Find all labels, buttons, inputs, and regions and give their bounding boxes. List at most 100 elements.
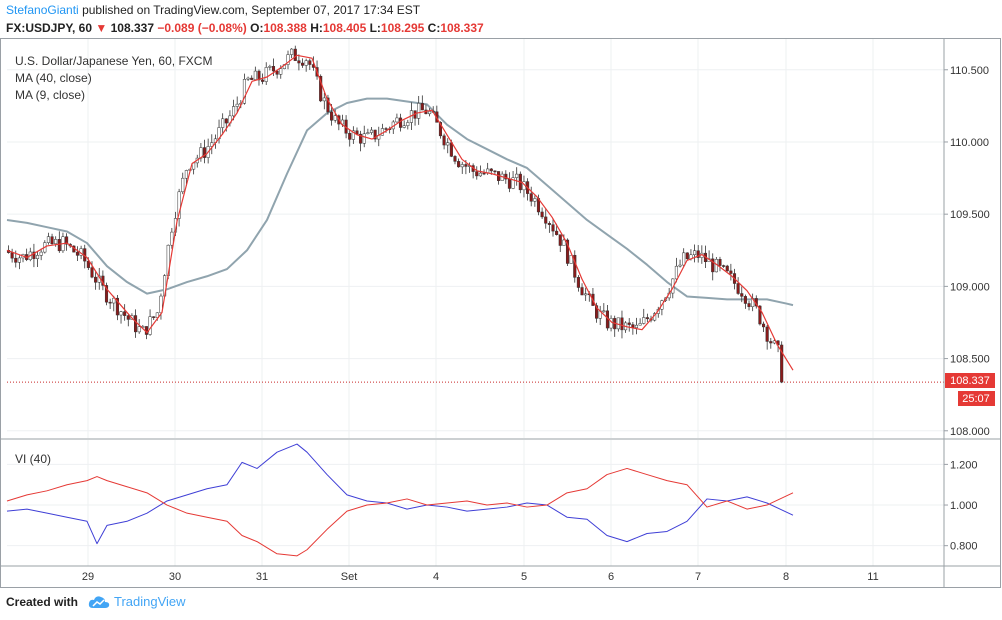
time-tick-label: 29	[82, 571, 94, 583]
candle-body	[366, 132, 370, 134]
candle-body	[627, 322, 631, 325]
candle-body	[94, 276, 98, 283]
candle-body	[696, 250, 700, 258]
candle-body	[475, 171, 479, 177]
candle-body	[54, 239, 58, 244]
candle-body	[482, 172, 486, 175]
candle-body	[645, 317, 649, 320]
candle-body	[115, 297, 119, 316]
price-tick-label: 110.000	[950, 137, 989, 149]
candle-body	[718, 259, 722, 266]
candle-body	[602, 310, 606, 313]
candle-body	[46, 236, 50, 243]
candle-body	[507, 178, 511, 189]
candle-body	[780, 344, 784, 383]
price-tick-label: 110.500	[950, 65, 989, 77]
candle-body	[152, 316, 156, 318]
candle-body	[478, 172, 482, 177]
down-triangle-icon: ▼	[95, 21, 108, 35]
legend-instrument: U.S. Dollar/Japanese Yen, 60, FXCM	[15, 54, 213, 68]
candle-body	[261, 79, 265, 82]
open-label: O:	[250, 21, 264, 35]
candle-body	[108, 301, 112, 304]
close-label: C:	[427, 21, 441, 35]
legend-ma9: MA (9, close)	[15, 88, 86, 102]
candle-body	[446, 142, 450, 146]
candle-body	[428, 111, 432, 115]
candle-body	[17, 257, 21, 263]
candle-body	[747, 303, 751, 307]
candle-body	[616, 317, 620, 330]
candle-body	[682, 252, 686, 266]
candle-body	[384, 128, 388, 130]
vi-minus-path	[6, 467, 794, 557]
price-tick-label: 109.000	[950, 281, 990, 293]
time-tick-label: 4	[433, 571, 439, 583]
candle-body	[148, 316, 152, 335]
candle-body	[547, 223, 551, 225]
candle-body	[155, 312, 159, 318]
candle-body	[333, 115, 337, 121]
chart-area[interactable]: 108.000 108.500 109.000 109.500 110.000 110.5…	[0, 38, 1002, 588]
vi-tick-label: 1.200	[950, 459, 978, 471]
candle-body	[14, 257, 18, 263]
candle-body	[576, 277, 580, 288]
candle-body	[10, 252, 14, 259]
chart-frame	[0, 38, 1001, 588]
tradingview-brand[interactable]: TradingView	[114, 594, 186, 609]
legend-ma40: MA (40, close)	[15, 71, 92, 85]
candle-body	[359, 133, 363, 144]
candle-body	[634, 324, 639, 328]
candle-body	[620, 317, 624, 331]
outer-border	[0, 38, 1001, 588]
candle-body	[638, 323, 642, 326]
publish-line: StefanoGianti published on TradingView.c…	[6, 3, 420, 17]
candle-body	[489, 168, 493, 172]
candle-body	[246, 77, 250, 80]
candle-body	[769, 341, 773, 344]
candle-body	[442, 135, 446, 146]
candle-body	[232, 106, 236, 117]
candle-body	[90, 267, 94, 278]
price-axis[interactable]: 108.000 108.500 109.000 109.500 110.000 110.5…	[944, 65, 990, 553]
quote-line: FX:USDJPY, 60 ▼ 108.337 −0.089 (−0.08%) …	[6, 21, 484, 35]
ma9-path	[6, 54, 794, 371]
vi-lines	[6, 443, 794, 557]
candle-body	[319, 75, 323, 102]
candle-body	[242, 79, 246, 104]
candle-body	[268, 66, 272, 68]
author-name[interactable]: StefanoGianti	[6, 3, 79, 17]
vi-tick-label: 1.000	[950, 500, 978, 512]
time-axis[interactable]: 29 30 31 Set 4 5 6 7 8 11	[82, 571, 879, 583]
candle-body	[286, 54, 290, 65]
time-tick-label: Set	[341, 571, 358, 583]
candle-body	[235, 103, 239, 107]
candle-body	[725, 265, 729, 272]
candle-body	[417, 103, 421, 119]
candle-body	[460, 164, 464, 168]
candle-body	[420, 103, 424, 111]
candle-body	[123, 311, 127, 316]
candle-body	[693, 250, 697, 256]
candle-body	[253, 70, 257, 80]
candle-body	[569, 254, 573, 264]
candle-body	[595, 305, 599, 319]
created-with-label: Created with	[6, 594, 79, 609]
candle-body	[743, 296, 747, 304]
candle-body	[406, 122, 410, 126]
candle-body	[504, 173, 508, 180]
candle-body	[224, 118, 228, 124]
candle-body	[126, 315, 130, 320]
candle-body	[279, 68, 283, 75]
candle-body	[457, 161, 461, 168]
low-value: 108.295	[380, 21, 425, 35]
candle-body	[304, 60, 308, 66]
candle-body	[729, 270, 733, 274]
candle-body	[184, 170, 188, 179]
candle-body	[293, 48, 297, 61]
candle-body	[551, 224, 555, 232]
candle-body	[271, 66, 276, 72]
high-value: 108.405	[322, 21, 367, 35]
candle-body	[362, 133, 366, 144]
close-value: 108.337	[440, 21, 484, 35]
